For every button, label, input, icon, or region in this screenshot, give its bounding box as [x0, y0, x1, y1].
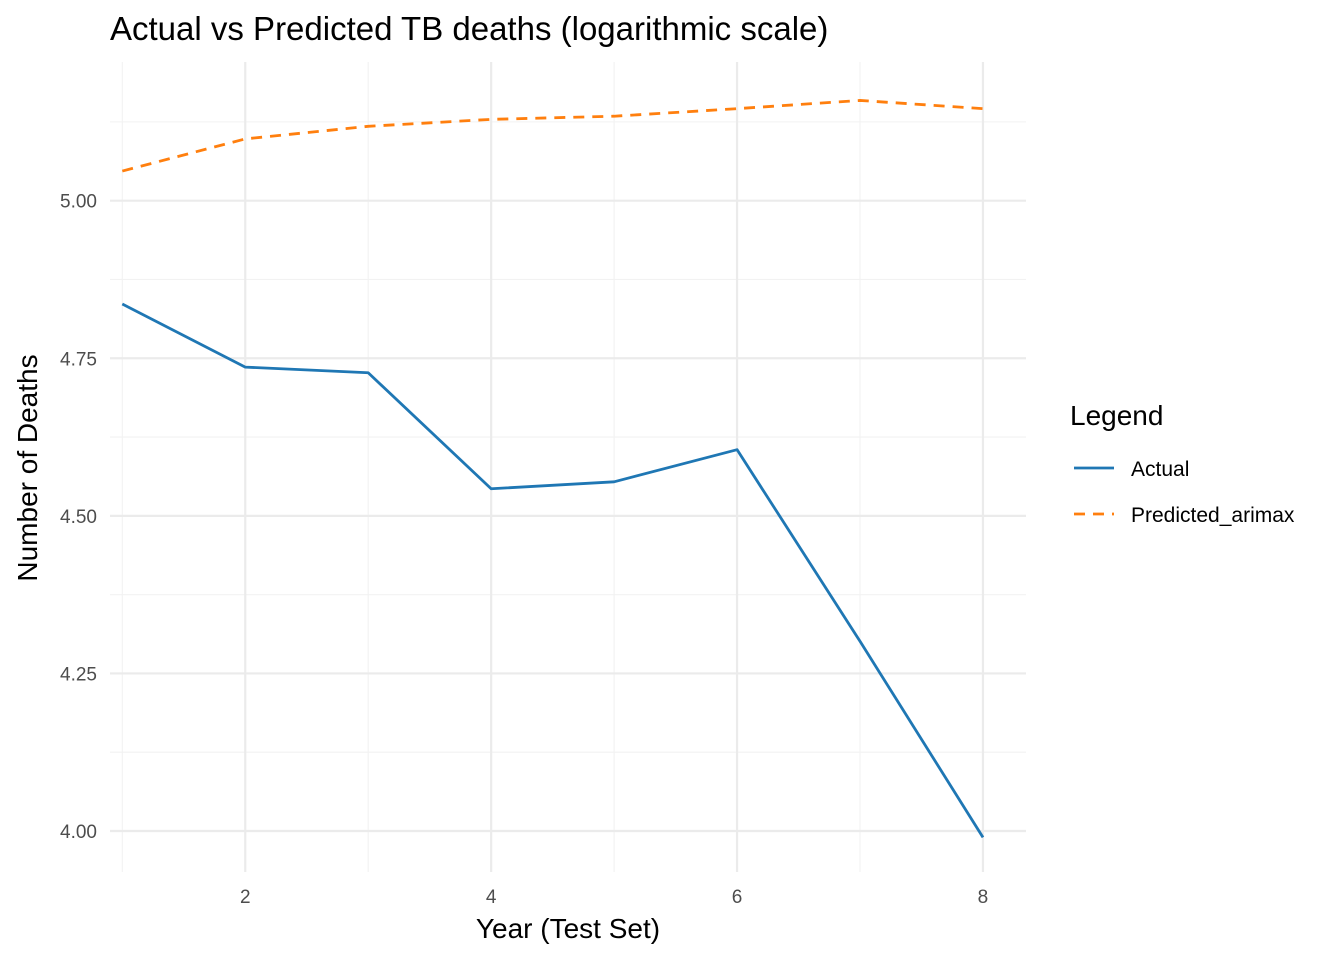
y-tick-label: 4.00: [60, 822, 97, 843]
y-axis-title: Number of Deaths: [12, 354, 43, 581]
y-tick-label: 4.25: [60, 664, 97, 685]
y-tick-label: 5.00: [60, 192, 97, 213]
x-tick-label: 2: [240, 887, 251, 908]
legend-title: Legend: [1070, 400, 1163, 431]
legend-label-actual: Actual: [1131, 458, 1189, 481]
y-tick-label: 4.50: [60, 507, 97, 528]
chart-title: Actual vs Predicted TB deaths (logarithm…: [110, 10, 828, 47]
legend-label-predicted-arimax: Predicted_arimax: [1131, 504, 1295, 527]
plot-panel: [110, 62, 1026, 872]
y-axis-tick-labels: 4.00 4.25 4.50 4.75 5.00: [60, 192, 97, 843]
x-axis-tick-labels: 2 4 6 8: [240, 887, 988, 908]
series-lines: [121, 99, 985, 839]
x-axis-title: Year (Test Set): [476, 913, 660, 944]
series-line-predicted-arimax: [121, 99, 984, 173]
series-line-actual: [121, 302, 985, 839]
legend-items: Actual Predicted_arimax: [1074, 458, 1295, 527]
y-tick-label: 4.75: [60, 349, 97, 370]
x-tick-label: 6: [732, 887, 743, 908]
x-tick-label: 4: [486, 887, 497, 908]
minor-gridlines: [110, 62, 1026, 872]
major-gridlines: [110, 62, 1026, 872]
legend: Legend Actual Predicted_arimax: [1070, 400, 1295, 527]
x-tick-label: 8: [978, 887, 989, 908]
